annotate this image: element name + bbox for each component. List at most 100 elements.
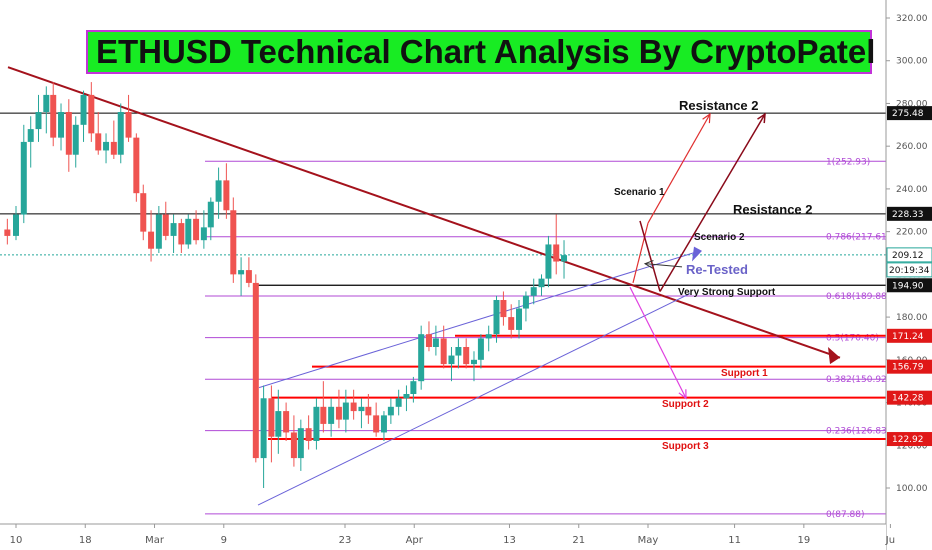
- horizontal-levels: [0, 112, 886, 441]
- candle-body: [207, 201, 214, 228]
- price-tick-label: 120.00: [896, 441, 928, 451]
- candle-body: [215, 180, 222, 202]
- candle-body: [553, 244, 560, 262]
- fib-label: 0.618(189.88): [826, 292, 890, 302]
- label-support-2: Support 2: [662, 399, 709, 410]
- fib-label: 0.382(150.92): [826, 375, 890, 385]
- candle-body: [297, 428, 304, 459]
- candle-body: [387, 406, 394, 416]
- candle-body: [432, 338, 439, 347]
- candle-body: [117, 112, 124, 155]
- candlesticks: [4, 82, 568, 488]
- scenario-2-arrow: [659, 113, 766, 292]
- candle-body: [200, 227, 207, 241]
- price-tick-label: 300.00: [896, 57, 928, 67]
- annotations: Resistance 2 Resistance 2 Scenario 1 Scenar…: [614, 98, 813, 452]
- label-scenario-1: Scenario 1: [614, 187, 665, 198]
- candle-body: [27, 129, 34, 142]
- candle-body: [538, 278, 545, 288]
- label-re-tested: Re-Tested: [686, 262, 748, 277]
- price-tick-label: 320.00: [896, 14, 928, 24]
- fib-label: 1(252.93): [826, 157, 870, 167]
- time-tick-label: 13: [503, 535, 516, 546]
- price-tag-box: [887, 432, 932, 447]
- candle-body: [418, 334, 425, 382]
- candle-body: [185, 218, 192, 245]
- price-tag-text: 156.79: [892, 363, 924, 373]
- time-axis-bg: [0, 524, 886, 550]
- price-tick-label: 240.00: [896, 185, 928, 195]
- time-tick-label: May: [638, 535, 659, 546]
- time-tick-label: Ju: [885, 535, 895, 546]
- price-tick-label: 280.00: [896, 99, 928, 109]
- time-tick-label: Apr: [406, 535, 424, 546]
- chart-title: ETHUSD Technical Chart Analysis By Crypt…: [96, 33, 876, 70]
- scenario-1-path: [632, 222, 649, 284]
- candle-body: [410, 381, 417, 394]
- price-tag-text: 228.33: [892, 210, 924, 220]
- fibonacci-levels: 1(252.93) 0.786(217.61) 0.618(189.88) 0.5(1…: [205, 157, 890, 520]
- candle-body: [440, 338, 447, 365]
- candle-body: [455, 347, 462, 356]
- candle-body: [4, 229, 11, 236]
- candle-body: [358, 406, 365, 412]
- price-tag-194.90: 194.90: [887, 278, 932, 293]
- candle-body: [230, 210, 237, 275]
- candle-body: [320, 406, 327, 424]
- candle-body: [313, 406, 320, 441]
- price-tag-text: 194.90: [892, 281, 924, 291]
- time-tick-label: 21: [572, 535, 585, 546]
- candle-body: [508, 317, 515, 330]
- price-tag-209.12: 209.12: [886, 247, 932, 263]
- fib-label: 0.5(170.40): [826, 334, 879, 344]
- candle-body: [223, 180, 230, 211]
- candle-body: [561, 255, 568, 262]
- candle-body: [133, 137, 140, 194]
- price-tag-box: [887, 390, 932, 405]
- bearish-arrow-head: [678, 389, 687, 400]
- candle-body: [342, 402, 349, 420]
- channel-lower-line: [257, 293, 691, 506]
- candle-body: [50, 94, 57, 138]
- candle-body: [373, 415, 380, 433]
- trendlines: [7, 66, 841, 506]
- time-tick-label: Mar: [145, 535, 165, 546]
- candle-body: [530, 287, 537, 296]
- candle-body: [425, 334, 432, 347]
- price-tag-text: 171.24: [892, 332, 924, 342]
- candle-body: [463, 347, 470, 365]
- price-tick-label: 180.00: [896, 313, 928, 323]
- price-tag-228.33: 228.33: [887, 206, 932, 221]
- candle-body: [305, 428, 312, 441]
- price-tag-text: 209.12: [892, 251, 924, 261]
- price-tick-label: 100.00: [896, 484, 928, 494]
- candle-body: [335, 406, 342, 420]
- candle-body: [245, 270, 252, 283]
- price-tag-box: [887, 359, 932, 374]
- channel-upper-arrowhead: [692, 246, 702, 262]
- time-tick-label: 19: [797, 535, 810, 546]
- price-tag-text: 122.92: [892, 435, 924, 445]
- chart-title-banner: ETHUSD Technical Chart Analysis By Crypt…: [86, 30, 876, 74]
- time-tick-label: 11: [728, 535, 741, 546]
- candle-body: [448, 355, 455, 365]
- label-support-1: Support 1: [721, 368, 768, 379]
- price-tag-box: [886, 247, 932, 263]
- candle-body: [380, 415, 387, 433]
- time-tick-label: 18: [79, 535, 92, 546]
- candle-body: [268, 398, 275, 437]
- bearish-arrow: [629, 286, 687, 399]
- scenario-2-arrow-head: [757, 112, 766, 124]
- candle-body: [403, 394, 410, 399]
- countdown-label: 20:19:34: [889, 266, 930, 276]
- candle-body: [328, 406, 335, 424]
- price-tag-275.48: 275.48: [887, 106, 932, 121]
- price-tag-171.24: 171.24: [887, 328, 932, 343]
- label-support-3: Support 3: [662, 441, 709, 452]
- candle-body: [148, 231, 155, 249]
- candle-body: [238, 270, 245, 275]
- price-tick-label: 260.00: [896, 142, 928, 152]
- candle-body: [103, 141, 110, 151]
- candle-body: [65, 112, 72, 155]
